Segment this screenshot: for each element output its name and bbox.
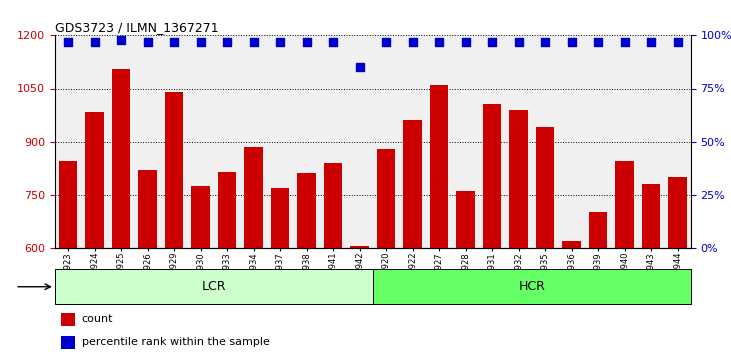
Bar [616,161,634,248]
Point [380,39,392,45]
Point [115,37,127,42]
Point [221,39,233,45]
Point [88,39,100,45]
Bar [376,149,395,248]
Point [672,39,683,45]
Bar [244,147,263,248]
Point [142,39,154,45]
Bar [164,92,183,248]
Bar [138,170,157,248]
Point [460,39,471,45]
Point [592,39,604,45]
Text: count: count [82,314,113,325]
Point [168,39,180,45]
Text: GDS3723 / ILMN_1367271: GDS3723 / ILMN_1367271 [55,21,219,34]
Bar [350,246,369,248]
Point [248,39,260,45]
Bar [192,186,210,248]
Text: percentile rank within the sample: percentile rank within the sample [82,337,270,348]
Bar [430,85,448,248]
Point [433,39,445,45]
Bar [61,336,75,349]
Point [406,39,418,45]
Bar [536,127,554,248]
Bar [86,112,104,248]
Point [62,39,74,45]
Text: LCR: LCR [202,280,226,293]
Bar [404,120,422,248]
Bar [58,161,77,248]
Point [486,39,498,45]
Bar [456,191,475,248]
Point [618,39,630,45]
Point [327,39,339,45]
Bar [270,188,289,248]
Point [354,64,366,70]
Bar [55,269,373,304]
Bar [482,104,501,248]
Point [566,39,577,45]
Bar [298,173,316,248]
Point [512,39,524,45]
Bar [324,163,342,248]
Point [274,39,286,45]
Bar [112,69,130,248]
Bar [61,313,75,326]
Text: HCR: HCR [518,280,545,293]
Point [194,39,206,45]
Bar [218,172,236,248]
Point [645,39,657,45]
Bar [562,241,581,248]
Bar [588,212,607,248]
Bar [668,177,687,248]
Point [300,39,312,45]
Bar [642,184,660,248]
Bar [510,110,528,248]
Bar [373,269,691,304]
Point [539,39,551,45]
